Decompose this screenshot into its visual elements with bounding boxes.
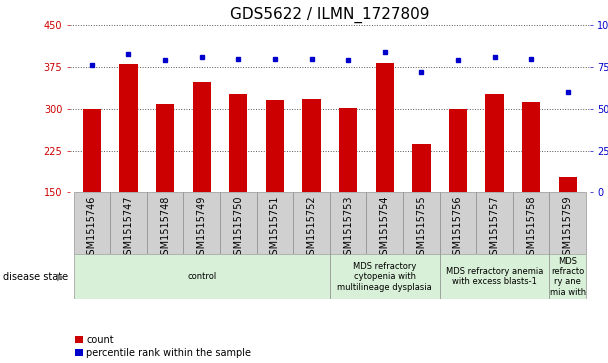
Text: GSM1515748: GSM1515748 — [160, 195, 170, 261]
Bar — [485, 94, 504, 192]
Bar — [476, 192, 513, 254]
Bar — [513, 192, 550, 254]
Bar — [376, 63, 394, 192]
Text: MDS
refracto
ry ane
mia with: MDS refracto ry ane mia with — [550, 257, 586, 297]
Bar — [74, 254, 330, 299]
Text: GSM1515747: GSM1515747 — [123, 195, 134, 261]
Text: MDS refractory anemia
with excess blasts-1: MDS refractory anemia with excess blasts… — [446, 267, 544, 286]
Bar — [220, 192, 257, 254]
Bar — [412, 144, 430, 192]
Bar — [449, 109, 467, 192]
Bar — [550, 192, 586, 254]
Bar — [184, 192, 220, 254]
Text: GSM1515750: GSM1515750 — [233, 195, 243, 261]
Legend: count, percentile rank within the sample: count, percentile rank within the sample — [75, 335, 252, 358]
Bar — [339, 108, 358, 192]
Bar — [147, 192, 184, 254]
Bar — [559, 177, 577, 192]
Bar — [74, 192, 110, 254]
Bar — [403, 192, 440, 254]
Text: ▶: ▶ — [57, 272, 64, 282]
Bar — [330, 192, 367, 254]
Text: GSM1515758: GSM1515758 — [526, 195, 536, 261]
Bar — [293, 192, 330, 254]
Bar — [266, 100, 284, 192]
Text: GSM1515752: GSM1515752 — [306, 195, 317, 261]
Text: GSM1515751: GSM1515751 — [270, 195, 280, 261]
Bar — [156, 105, 174, 192]
Text: MDS refractory
cytopenia with
multilineage dysplasia: MDS refractory cytopenia with multilinea… — [337, 262, 432, 292]
Text: disease state: disease state — [3, 272, 68, 282]
Text: GSM1515755: GSM1515755 — [416, 195, 426, 261]
Bar — [550, 254, 586, 299]
Text: GSM1515754: GSM1515754 — [380, 195, 390, 261]
Bar — [440, 192, 476, 254]
Text: GSM1515757: GSM1515757 — [489, 195, 500, 261]
Text: control: control — [187, 272, 216, 281]
Bar — [522, 102, 541, 192]
Text: GSM1515746: GSM1515746 — [87, 195, 97, 261]
Bar — [83, 109, 101, 192]
Text: GSM1515759: GSM1515759 — [563, 195, 573, 261]
Bar — [330, 254, 440, 299]
Bar — [119, 64, 137, 192]
Title: GDS5622 / ILMN_1727809: GDS5622 / ILMN_1727809 — [230, 7, 430, 23]
Text: GSM1515753: GSM1515753 — [343, 195, 353, 261]
Bar — [257, 192, 293, 254]
Bar — [229, 94, 247, 192]
Bar — [110, 192, 147, 254]
Bar — [193, 82, 211, 192]
Text: GSM1515756: GSM1515756 — [453, 195, 463, 261]
Bar — [440, 254, 550, 299]
Text: GSM1515749: GSM1515749 — [197, 195, 207, 261]
Bar — [302, 99, 320, 192]
Bar — [367, 192, 403, 254]
